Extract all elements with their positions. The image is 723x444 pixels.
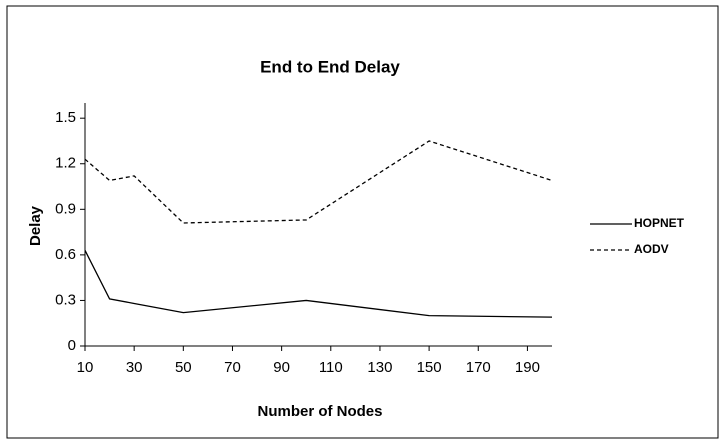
x-tick-label: 90: [273, 359, 290, 376]
x-tick-label: 170: [466, 359, 491, 376]
x-tick-label: 190: [515, 359, 540, 376]
x-tick-label: 30: [126, 359, 143, 376]
y-tick-label: 0: [68, 337, 76, 354]
x-axis-label: Number of Nodes: [257, 403, 382, 420]
x-tick-label: 130: [367, 359, 392, 376]
y-tick-label: 0.9: [55, 200, 76, 217]
series-line: [84, 250, 553, 318]
legend-label: AODV: [634, 242, 669, 256]
x-tick-label: 10: [77, 359, 94, 376]
x-tick-label: 50: [175, 359, 192, 376]
y-tick-label: 0.6: [55, 246, 76, 263]
x-tick-label: 110: [319, 359, 343, 376]
x-tick-label: 150: [417, 359, 442, 376]
chart-border: [6, 5, 719, 439]
y-tick-label: 1.5: [55, 109, 76, 126]
chart-title: End to End Delay: [260, 57, 400, 76]
y-tick-label: 0.3: [55, 291, 76, 308]
legend-label: HOPNET: [634, 216, 685, 230]
y-axis-label: Delay: [27, 205, 44, 246]
y-tick-label: 1.2: [55, 155, 76, 172]
series-line: [84, 140, 553, 224]
x-tick-label: 70: [224, 359, 241, 376]
